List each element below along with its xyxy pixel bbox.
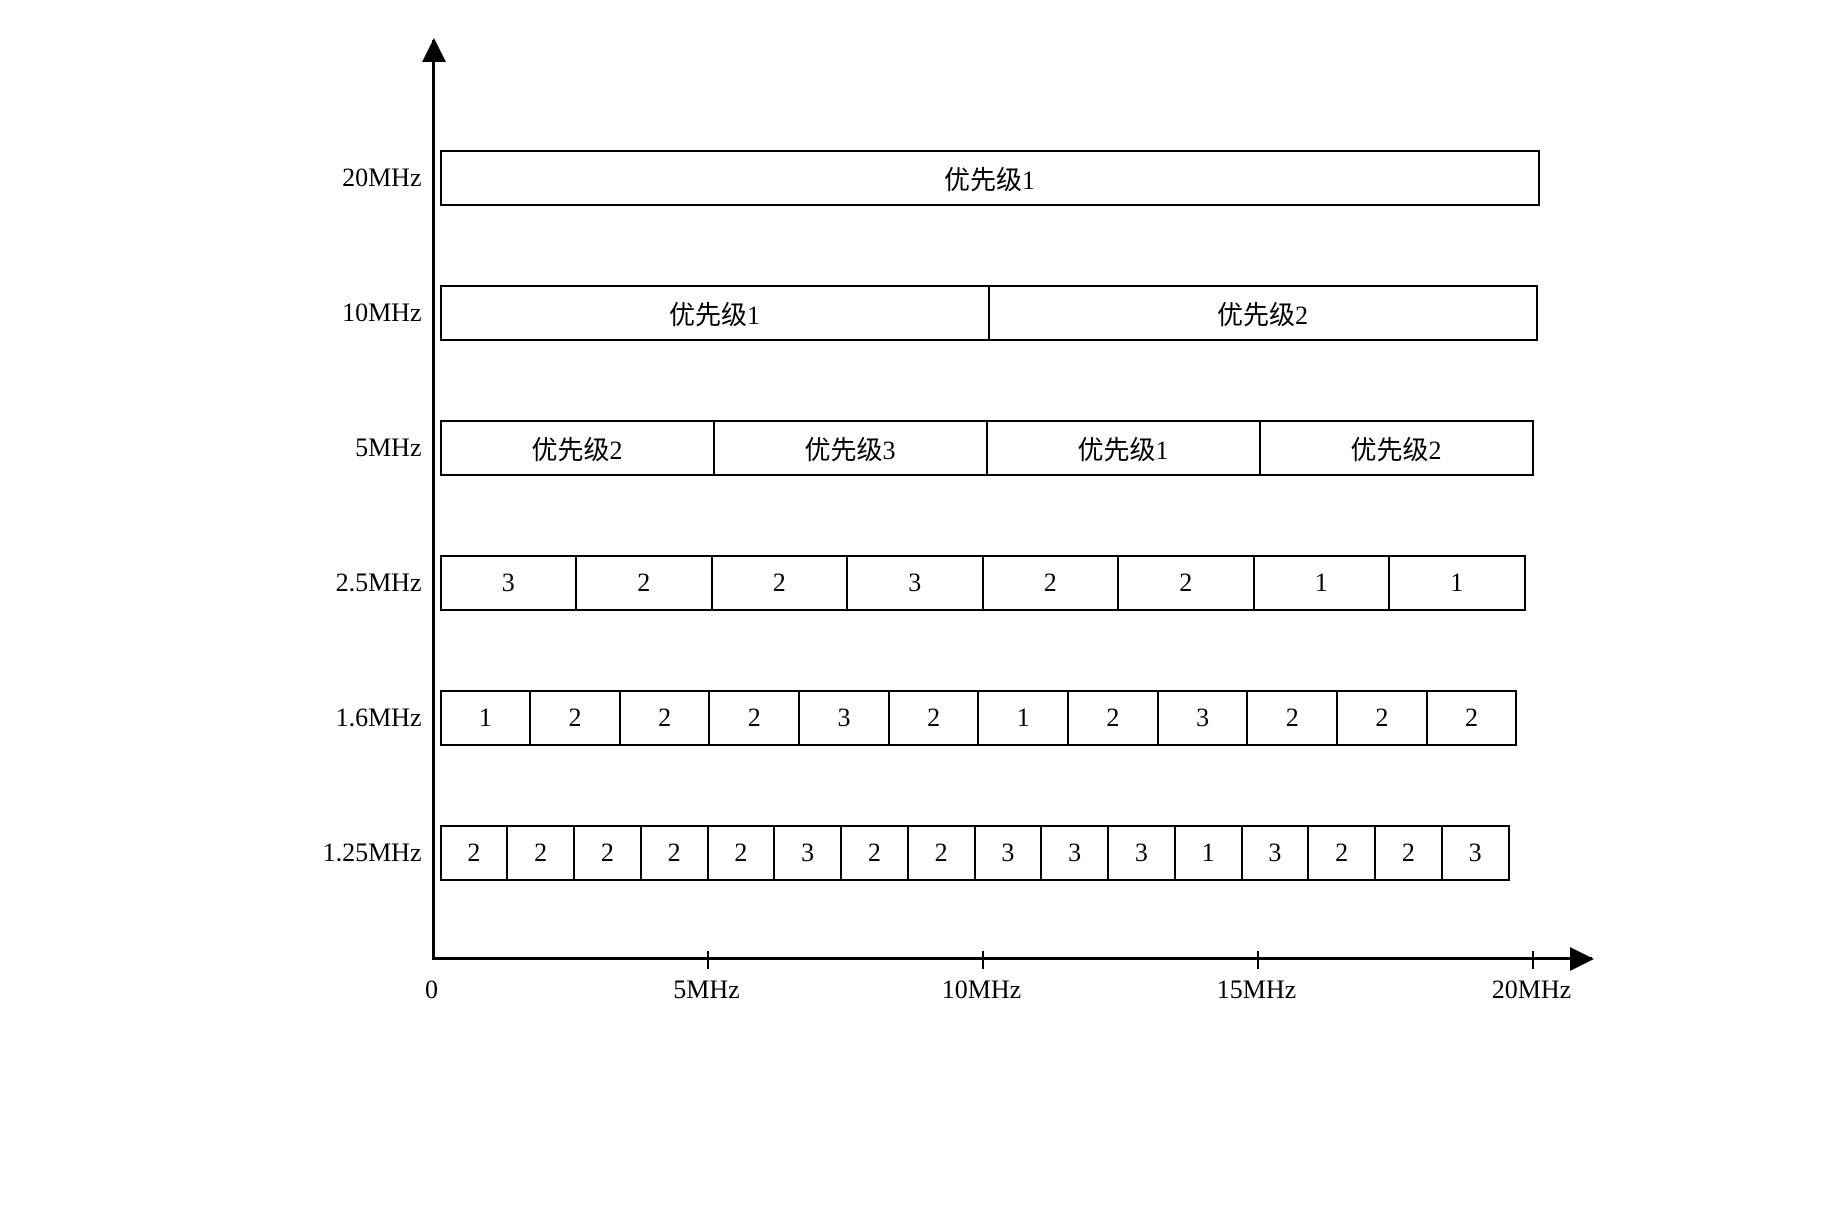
priority-cell: 2 (1307, 825, 1376, 881)
y-axis-label: 5MHz (355, 433, 421, 463)
allocation-row: 2222232233313223 (440, 825, 1508, 881)
priority-cell: 1 (1253, 555, 1391, 611)
y-axis (432, 40, 435, 960)
priority-cell: 2 (575, 555, 713, 611)
priority-cell: 2 (1374, 825, 1443, 881)
priority-cell: 优先级2 (988, 285, 1538, 341)
priority-cell: 优先级2 (1259, 420, 1534, 476)
priority-cell: 2 (640, 825, 709, 881)
priority-cell: 2 (506, 825, 575, 881)
priority-cell: 2 (708, 690, 800, 746)
priority-cell: 2 (711, 555, 849, 611)
priority-cell: 2 (573, 825, 642, 881)
allocation-row: 122232123222 (440, 690, 1516, 746)
allocation-row: 优先级1优先级2 (440, 285, 1536, 341)
x-axis-label: 10MHz (942, 975, 1021, 1005)
x-axis-tick (1532, 951, 1534, 969)
priority-cell: 2 (707, 825, 776, 881)
y-axis-label: 2.5MHz (336, 568, 422, 598)
priority-cell: 2 (840, 825, 909, 881)
priority-cell: 3 (1040, 825, 1109, 881)
y-axis-label: 20MHz (342, 163, 421, 193)
priority-cell: 2 (907, 825, 976, 881)
x-axis-tick (707, 951, 709, 969)
priority-cell: 3 (440, 555, 578, 611)
priority-cell: 优先级2 (440, 420, 715, 476)
priority-cell: 2 (440, 825, 509, 881)
priority-cell: 2 (1426, 690, 1518, 746)
priority-cell: 3 (1107, 825, 1176, 881)
x-axis-label: 15MHz (1217, 975, 1296, 1005)
priority-cell: 3 (1441, 825, 1510, 881)
allocation-row: 优先级1 (440, 150, 1538, 206)
priority-cell: 1 (977, 690, 1069, 746)
priority-cell: 3 (846, 555, 984, 611)
x-axis-tick (982, 951, 984, 969)
y-axis-label: 10MHz (342, 298, 421, 328)
priority-cell: 优先级3 (713, 420, 988, 476)
priority-cell: 3 (974, 825, 1043, 881)
priority-cell: 优先级1 (440, 285, 990, 341)
priority-cell: 2 (619, 690, 711, 746)
y-axis-label: 1.6MHz (336, 703, 422, 733)
x-axis-tick (1257, 951, 1259, 969)
priority-allocation-diagram: 20MHz优先级110MHz优先级1优先级25MHz优先级2优先级3优先级1优先… (212, 40, 1612, 1040)
allocation-row: 优先级2优先级3优先级1优先级2 (440, 420, 1532, 476)
priority-cell: 1 (440, 690, 532, 746)
priority-cell: 2 (888, 690, 980, 746)
x-axis-label: 20MHz (1492, 975, 1571, 1005)
x-axis-label: 5MHz (673, 975, 739, 1005)
priority-cell: 3 (1157, 690, 1249, 746)
allocation-row: 32232211 (440, 555, 1524, 611)
priority-cell: 2 (1246, 690, 1338, 746)
priority-cell: 优先级1 (986, 420, 1261, 476)
priority-cell: 1 (1388, 555, 1526, 611)
priority-cell: 3 (773, 825, 842, 881)
priority-cell: 2 (1336, 690, 1428, 746)
x-axis-label: 0 (425, 975, 438, 1005)
priority-cell: 2 (1067, 690, 1159, 746)
priority-cell: 2 (529, 690, 621, 746)
priority-cell: 优先级1 (440, 150, 1540, 206)
priority-cell: 3 (1241, 825, 1310, 881)
y-axis-label: 1.25MHz (323, 838, 422, 868)
priority-cell: 3 (798, 690, 890, 746)
priority-cell: 2 (1117, 555, 1255, 611)
x-axis (432, 957, 1592, 960)
priority-cell: 1 (1174, 825, 1243, 881)
priority-cell: 2 (982, 555, 1120, 611)
